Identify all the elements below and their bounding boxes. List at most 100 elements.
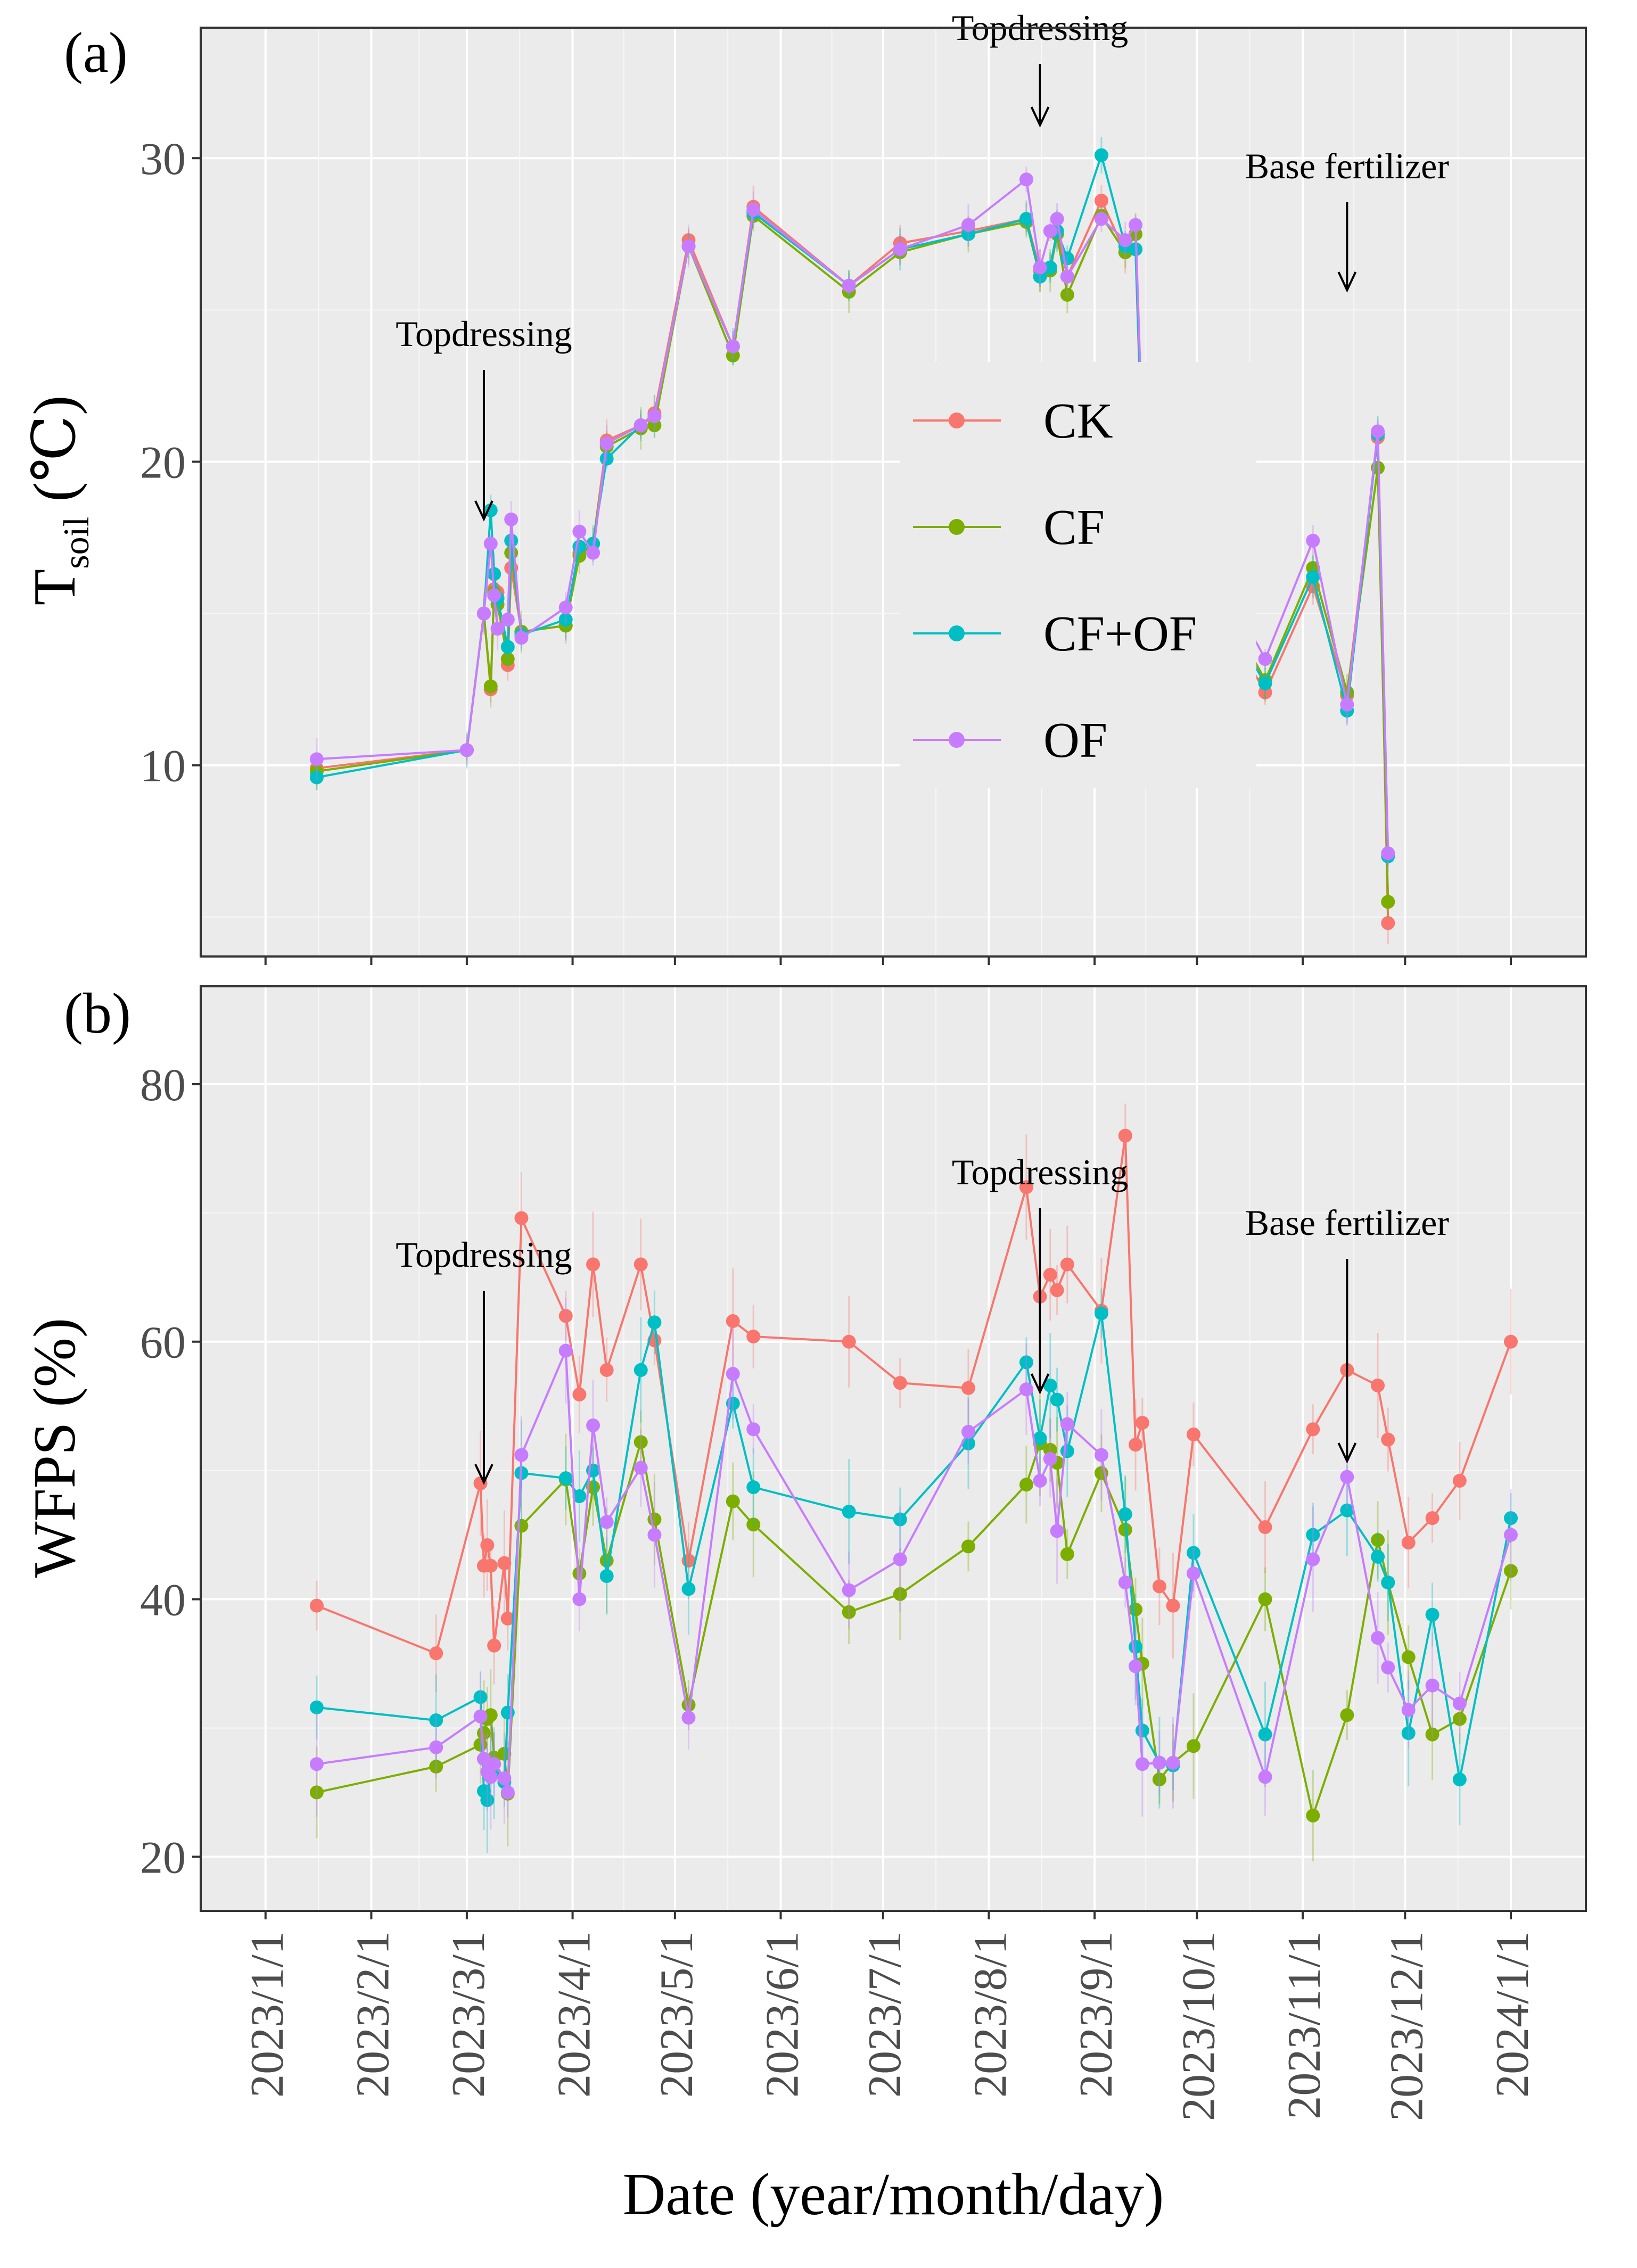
data-point [1166, 1755, 1180, 1770]
legend-label: OF [1043, 713, 1107, 768]
data-point [572, 1489, 587, 1504]
data-point [1371, 1378, 1385, 1392]
data-point [1043, 1378, 1057, 1392]
legend-item-CF: CF [913, 500, 1105, 555]
data-point [1340, 1708, 1354, 1722]
data-point [586, 546, 600, 560]
data-point [1060, 1257, 1074, 1272]
annotation: Topdressing [396, 1234, 572, 1485]
data-point [572, 524, 587, 539]
data-point [893, 1552, 907, 1566]
data-point [572, 1566, 587, 1581]
annotation-arrow-head [1030, 1373, 1050, 1395]
data-point [1033, 1473, 1047, 1488]
data-point [1118, 1507, 1132, 1521]
data-point [681, 1582, 696, 1596]
legend-marker [949, 519, 965, 535]
data-point [1060, 1547, 1074, 1561]
data-point [647, 1315, 662, 1330]
y-tick-label: 80 [140, 1059, 186, 1110]
data-point [1258, 1770, 1272, 1784]
y-label-main: T [22, 569, 88, 605]
legend-item-CK: CK [913, 393, 1113, 449]
data-point [726, 339, 740, 353]
x-tick-label: 2023/8/1 [965, 1931, 1016, 2098]
data-point [1258, 676, 1272, 690]
data-point [1425, 1511, 1439, 1525]
legend: CK CF CF+OF OF [900, 362, 1256, 788]
annotation-arrow-head [1337, 1442, 1357, 1464]
annotation-arrow-head [474, 500, 493, 522]
data-point [1129, 1438, 1143, 1452]
data-point [586, 1418, 600, 1432]
data-point [476, 1752, 491, 1766]
data-point [586, 1257, 600, 1272]
data-point [1050, 1524, 1064, 1538]
data-point [429, 1646, 443, 1661]
legend-label: CK [1043, 393, 1113, 449]
data-point [1381, 846, 1395, 861]
y-tick-label: 30 [140, 133, 186, 184]
x-tick-label: 2023/1/1 [242, 1931, 293, 2098]
data-point [309, 752, 324, 766]
data-point [1186, 1566, 1200, 1581]
data-point [842, 1583, 856, 1597]
data-point [599, 451, 614, 466]
series-CK [309, 1103, 1518, 1693]
data-point [1094, 194, 1108, 208]
data-point [726, 1494, 740, 1508]
data-point [746, 1518, 761, 1532]
data-point [483, 1558, 498, 1573]
data-point [1504, 1564, 1518, 1578]
legend-marker [949, 413, 965, 428]
data-point [1381, 1576, 1395, 1590]
data-point [483, 679, 498, 694]
data-point [842, 1505, 856, 1519]
data-point [647, 1528, 662, 1542]
data-point [1452, 1696, 1467, 1711]
data-point [309, 1700, 324, 1714]
data-point [487, 1757, 501, 1771]
data-point [572, 1387, 587, 1401]
x-tick-label: 2023/10/1 [1173, 1931, 1224, 2121]
panel-a-y-ticks: 10 20 30 [140, 133, 201, 791]
data-point [1258, 1592, 1272, 1606]
x-tick-label: 2023/12/1 [1381, 1931, 1433, 2121]
data-point [1504, 1334, 1518, 1349]
data-point [961, 1381, 975, 1395]
data-point [634, 1363, 648, 1377]
data-point [1129, 218, 1143, 232]
panel-b: Topdressing Topdressing Base fertilizer 20… [22, 982, 1587, 1919]
data-point [1129, 1659, 1143, 1673]
data-point [500, 1705, 515, 1720]
data-point [1043, 1451, 1057, 1466]
annotation: Base fertilizer [1245, 1202, 1449, 1464]
data-point [1019, 1355, 1033, 1370]
data-point [634, 1257, 648, 1272]
data-point [1166, 1598, 1180, 1613]
data-point [1186, 1427, 1200, 1441]
data-point [1371, 424, 1385, 439]
data-point [483, 1708, 498, 1722]
data-point [1452, 1712, 1467, 1726]
panel-a-label: (a) [64, 21, 128, 85]
data-point [1135, 1416, 1149, 1430]
data-point [480, 1538, 495, 1552]
panel-b-label: (b) [64, 982, 131, 1045]
data-point [1050, 1392, 1064, 1407]
x-tick-label: 2023/11/1 [1279, 1931, 1330, 2119]
panel-b-background [201, 986, 1586, 1911]
y-label-unit: (℃) [22, 395, 88, 517]
annotation: Topdressing [952, 1152, 1128, 1395]
data-point [634, 1461, 648, 1475]
data-point [1371, 1549, 1385, 1564]
data-point [746, 203, 761, 217]
data-point [1504, 1528, 1518, 1542]
data-point [746, 1422, 761, 1437]
legend-marker [949, 625, 965, 641]
panel-b-series [309, 1103, 1518, 1861]
data-point [1340, 697, 1354, 712]
series-OF [309, 167, 1395, 872]
data-point [1118, 233, 1132, 248]
